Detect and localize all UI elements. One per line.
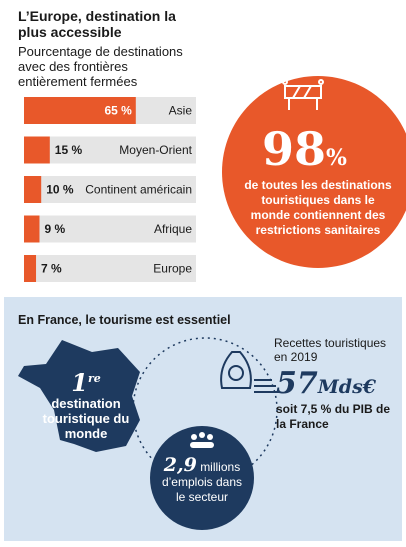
jobs: 2,9 millions d’emplois dans le secteur [158, 456, 246, 505]
value: 98 [262, 122, 327, 176]
bar-track [24, 255, 196, 282]
value-label: 65 % [104, 104, 132, 118]
bar [24, 136, 50, 164]
value: 57 [276, 366, 318, 401]
chart-title: L’Europe, destination la plus accessible [18, 8, 176, 40]
bar-track [24, 136, 196, 164]
unit: Mds€ [317, 376, 376, 398]
chart-subtitle: Pourcentage de destinations avec des fro… [18, 44, 183, 89]
revenue-note: soit 7,5 % du PIB de la France [276, 402, 391, 431]
connector [132, 337, 278, 483]
value-label: 15 % [55, 143, 83, 157]
money-icon [220, 351, 280, 393]
france-map [18, 340, 140, 452]
rank-number: 1 [71, 368, 88, 397]
revenue-value: 57Mds€ [276, 366, 376, 401]
revenue-label: Recettes touristiques en 2019 [274, 336, 387, 364]
rank: 1re destination touristique du monde [36, 366, 136, 442]
jobs-circle [150, 426, 254, 530]
category-label: Moyen-Orient [119, 143, 192, 157]
highlight-text: de toutes les destinations touristiques … [244, 178, 392, 237]
jobs-text: millions d’emplois dans le secteur [161, 460, 243, 504]
category-label: Continent américain [85, 183, 192, 197]
highlight-value: 98% [262, 122, 347, 176]
rank-suffix: re [87, 372, 101, 385]
category-label: Afrique [154, 222, 192, 236]
value-label: 7 % [41, 262, 62, 276]
rank-text: destination touristique du monde [42, 396, 130, 441]
unit: % [326, 145, 347, 171]
jobs-value: 2,9 [163, 454, 197, 476]
category-label: Europe [153, 262, 192, 276]
bar [24, 176, 42, 203]
category-label: Asie [169, 104, 193, 118]
bar [24, 215, 40, 243]
bar-track [24, 215, 196, 243]
bar-track [24, 176, 196, 203]
barrier-icon [282, 79, 324, 110]
people-icon [190, 432, 214, 448]
value-label: 10 % [46, 183, 74, 197]
bar [24, 255, 37, 282]
highlight-circle [222, 76, 406, 268]
value-label: 9 % [44, 222, 65, 236]
bar [24, 97, 136, 124]
france-title: En France, le tourisme est essentiel [18, 313, 231, 327]
